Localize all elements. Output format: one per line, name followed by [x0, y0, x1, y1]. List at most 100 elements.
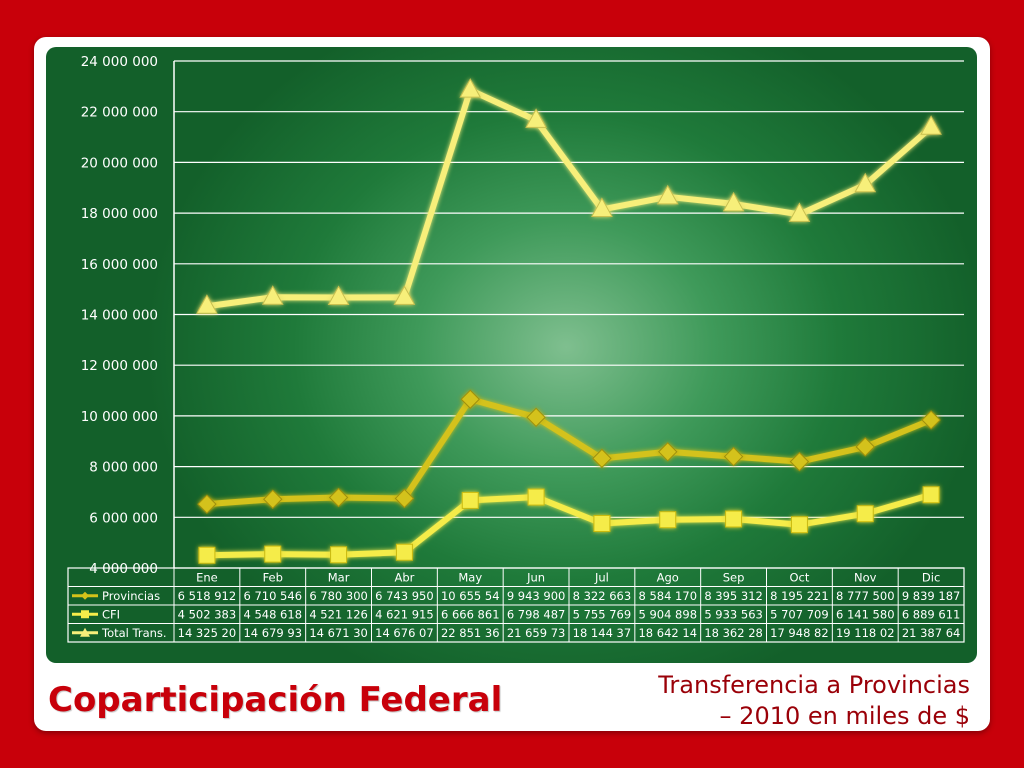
legend-series-name: Total Trans. — [101, 626, 167, 640]
table-cell-value: 6 780 300 — [309, 589, 368, 603]
data-point-cfi — [527, 488, 545, 506]
data-point-provincias — [526, 407, 546, 428]
table-cell-value: 5 904 898 — [638, 608, 697, 622]
data-point-provincias — [723, 446, 744, 467]
table-cell-value: 17 948 82 — [770, 626, 829, 640]
subtitle-line-1: Transferencia a Provincias — [658, 671, 970, 699]
table-cell-value: 14 671 30 — [309, 626, 368, 640]
x-tick-label: Jul — [594, 571, 609, 585]
table-cell-value: 14 676 07 — [375, 626, 434, 640]
data-point-total-trans- — [196, 294, 218, 314]
data-point-total-trans- — [854, 172, 877, 193]
data-point-total-trans- — [722, 191, 745, 212]
data-point-provincias — [197, 494, 217, 514]
y-tick-label: 10 000 000 — [81, 409, 158, 425]
data-point-provincias — [328, 487, 349, 508]
table-cell-value: 6 889 611 — [902, 608, 961, 622]
y-tick-label: 24 000 000 — [81, 54, 158, 70]
x-tick-label: Jun — [526, 571, 545, 585]
series-line-cfi — [206, 491, 932, 559]
data-point-provincias — [460, 389, 480, 409]
x-tick-label: Ago — [657, 571, 679, 585]
table-cell-value: 6 798 487 — [507, 608, 566, 622]
data-point-provincias — [855, 437, 875, 457]
table-cell-value: 6 141 580 — [836, 608, 895, 622]
x-tick-label: Sep — [723, 571, 745, 585]
table-cell-value: 4 502 383 — [178, 608, 237, 622]
y-tick-label: 8 000 000 — [89, 460, 158, 476]
data-point-provincias — [658, 442, 678, 462]
x-tick-label: Oct — [789, 571, 809, 585]
data-point-provincias — [592, 448, 612, 469]
table-cell-value: 14 325 20 — [178, 626, 237, 640]
table-cell-value: 9 839 187 — [902, 589, 961, 603]
y-tick-label: 14 000 000 — [81, 308, 158, 324]
legend-series-name: Provincias — [102, 589, 160, 603]
y-tick-label: 16 000 000 — [81, 257, 158, 273]
data-point-cfi — [725, 510, 743, 528]
table-cell-value: 9 943 900 — [507, 589, 566, 603]
slide-subtitle: Transferencia a Provincias – 2010 en mil… — [658, 670, 970, 732]
data-point-cfi — [461, 491, 479, 509]
data-point-provincias — [394, 488, 415, 509]
table-cell-value: 6 518 912 — [178, 589, 237, 603]
data-point-total-trans- — [327, 285, 350, 305]
table-cell-value: 14 679 93 — [243, 626, 302, 640]
y-tick-label: 22 000 000 — [81, 105, 158, 121]
x-tick-label: Nov — [854, 571, 877, 585]
legend-key-marker — [80, 627, 90, 637]
subtitle-line-2: – 2010 en miles de $ — [719, 702, 970, 730]
data-point-cfi — [395, 543, 413, 561]
legend-key-marker — [81, 591, 89, 600]
table-cell-value: 8 395 312 — [704, 589, 763, 603]
y-tick-label: 12 000 000 — [81, 358, 158, 374]
data-point-total-trans- — [525, 108, 547, 128]
table-cell-value: 5 707 709 — [770, 608, 829, 622]
data-point-total-trans- — [591, 197, 613, 217]
table-cell-value: 4 548 618 — [243, 608, 302, 622]
table-cell-value: 4 621 915 — [375, 608, 434, 622]
y-tick-label: 20 000 000 — [81, 155, 158, 171]
table-cell-value: 19 118 02 — [836, 626, 895, 640]
y-tick-label: 18 000 000 — [81, 206, 158, 222]
x-tick-label: Dic — [922, 571, 940, 585]
table-cell-value: 18 144 37 — [573, 626, 632, 640]
data-point-total-trans- — [656, 184, 679, 205]
data-point-cfi — [264, 545, 282, 563]
table-cell-value: 5 933 563 — [704, 608, 763, 622]
legend-series-name: CFI — [102, 608, 120, 622]
data-point-total-trans- — [788, 202, 811, 222]
data-point-cfi — [922, 486, 940, 504]
series-line-total-trans- — [206, 87, 934, 310]
data-point-cfi — [330, 546, 348, 564]
data-point-total-trans- — [459, 78, 482, 98]
data-point-cfi — [198, 546, 216, 564]
x-tick-label: Mar — [328, 571, 350, 585]
data-point-provincias — [789, 451, 810, 472]
table-cell-value: 8 777 500 — [836, 589, 895, 603]
x-tick-label: Abr — [394, 571, 414, 585]
table-cell-value: 22 851 36 — [441, 626, 500, 640]
x-tick-label: Feb — [263, 571, 283, 585]
data-point-total-trans- — [920, 115, 942, 135]
y-tick-label: 4 000 000 — [89, 561, 158, 577]
data-point-provincias — [921, 410, 941, 430]
table-cell-value: 6 666 861 — [441, 608, 500, 622]
data-point-provincias — [263, 489, 283, 509]
data-point-cfi — [856, 505, 874, 523]
table-cell-value: 18 362 28 — [704, 626, 763, 640]
legend-key-marker — [81, 610, 89, 619]
table-cell-value: 5 755 769 — [573, 608, 632, 622]
data-point-cfi — [593, 514, 611, 532]
table-cell-value: 4 521 126 — [309, 608, 368, 622]
chart-board: 24 000 000 22 000 000 20 000 000 18 000 000… — [46, 47, 977, 663]
table-cell-value: 8 195 221 — [770, 589, 829, 603]
data-point-total-trans- — [261, 285, 284, 305]
table-cell-value: 18 642 14 — [638, 626, 697, 640]
table-cell-value: 8 322 663 — [573, 589, 632, 603]
x-tick-label: May — [458, 571, 482, 585]
table-cell-value: 8 584 170 — [638, 589, 697, 603]
table-cell-value: 6 743 950 — [375, 589, 434, 603]
table-cell-value: 21 387 64 — [902, 626, 961, 640]
slide-title: Coparticipación Federal — [48, 680, 503, 720]
